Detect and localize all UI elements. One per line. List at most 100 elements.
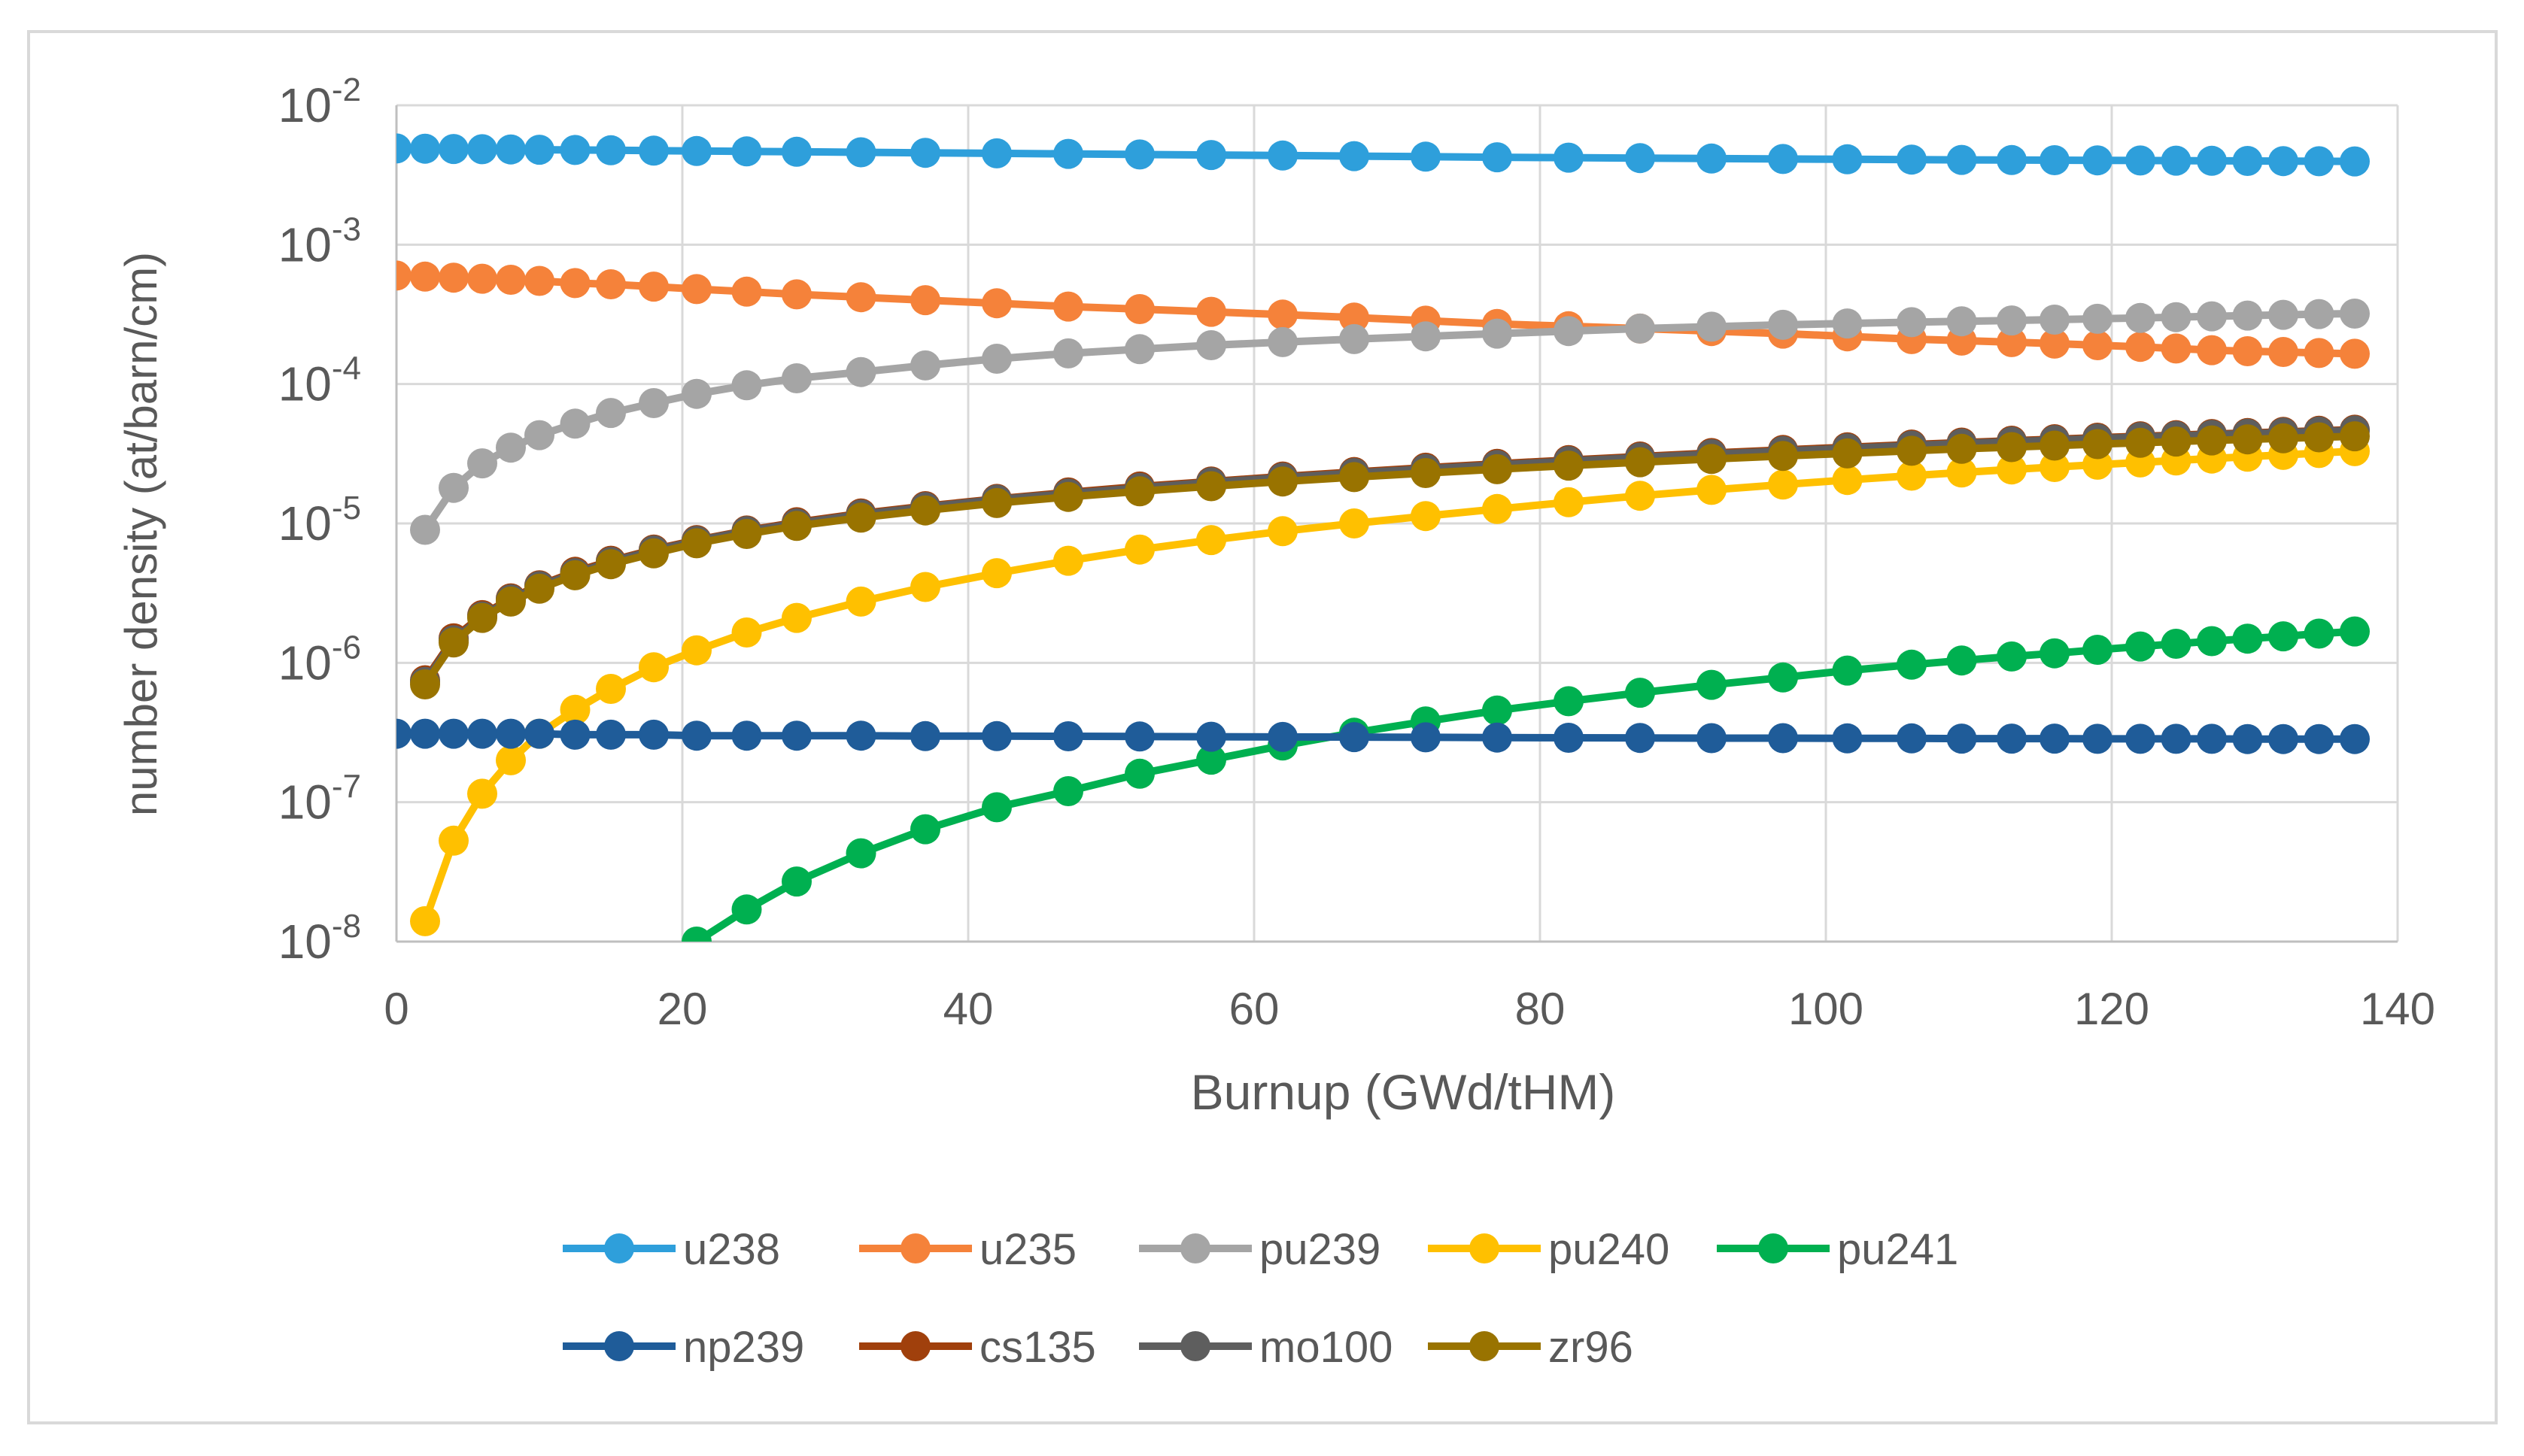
legend-swatch-marker [604,1233,634,1263]
y-tick-base: 10 [278,217,332,271]
data-point [439,472,469,503]
data-point [1053,138,1083,169]
data-point [596,269,626,299]
data-point [1832,655,1863,686]
data-point [1768,144,1798,174]
data-point [560,408,591,439]
y-tick-label: 10-6 [278,629,361,690]
data-point [439,718,469,749]
data-point [410,133,440,164]
legend-swatch-marker [1469,1233,1499,1263]
data-point [1554,487,1584,517]
data-point [982,487,1012,518]
data-point [1554,450,1584,481]
data-point [910,350,940,381]
data-point [596,674,626,704]
data-point [496,718,526,749]
data-point [2268,621,2298,652]
data-point [2161,145,2191,176]
y-tick-exponent: -5 [332,490,361,526]
data-point [2161,302,2191,332]
data-point [2161,629,2191,659]
x-tick-label: 140 [2360,984,2435,1034]
x-tick-label: 120 [2074,984,2149,1034]
data-point [1997,723,2027,754]
data-point [1625,447,1655,478]
data-point [1997,305,2027,336]
data-point [2232,300,2263,331]
data-point [560,268,591,299]
data-point [1196,140,1226,171]
data-point [731,894,762,925]
data-point [1411,321,1441,352]
y-tick-base: 10 [278,496,332,551]
data-point [1125,476,1155,507]
y-tick-exponent: -2 [332,71,361,108]
data-point [982,288,1012,319]
y-tick-base: 10 [278,635,332,690]
data-point [846,586,876,617]
data-point [2268,423,2298,453]
data-point [496,134,526,165]
data-point [2268,146,2298,177]
data-point [682,135,712,166]
data-point [982,138,1012,168]
data-point [1832,144,1863,174]
data-point [596,719,626,750]
data-point [524,265,554,296]
data-point [2125,631,2155,662]
data-point [1053,481,1083,512]
data-point [910,572,940,602]
data-point [731,519,762,549]
data-point [2125,723,2155,754]
legend-item-pu240: pu240 [1428,1225,1669,1274]
data-point [467,134,497,165]
data-point [910,814,940,845]
data-point [910,720,940,751]
data-point [1768,441,1798,472]
data-point [1946,144,1977,175]
data-point [1268,516,1298,547]
data-point [1482,142,1512,173]
data-point [2040,328,2070,359]
data-point [1268,466,1298,497]
data-point [439,627,469,658]
data-point [846,502,876,533]
data-point [1125,721,1155,752]
data-point [439,134,469,165]
data-point [1196,721,1226,752]
y-tick-label: 10-8 [278,908,361,969]
x-tick-label: 20 [658,984,708,1034]
x-tick-label: 60 [1229,984,1280,1034]
data-point [1053,721,1083,751]
data-point [639,719,669,750]
data-point [596,398,626,429]
data-point [682,528,712,559]
series-np239 [396,718,2370,754]
y-tick-exponent: -7 [332,769,361,805]
data-point [1411,141,1441,172]
data-point [731,720,762,751]
data-point [731,370,762,401]
data-point [1997,326,2027,357]
data-point [731,136,762,167]
data-point [782,363,812,393]
data-point [846,838,876,869]
data-point [846,282,876,313]
legend-label: np239 [683,1323,804,1372]
data-point [496,586,526,617]
data-point [1946,433,1977,464]
legend-label: zr96 [1548,1323,1633,1372]
data-point [2040,145,2070,175]
data-point [1946,645,1977,676]
y-tick-exponent: -6 [332,629,361,666]
data-point [1053,291,1083,322]
data-point [1897,307,1927,338]
y-tick-label: 10-5 [278,490,361,551]
data-point [1696,311,1727,342]
data-point [410,718,440,749]
legend: u238 u235 pu239 pu240 pu241 np239 cs135 mo100 zr… [563,1225,1958,1372]
data-point [1768,469,1798,500]
y-tick-base: 10 [278,775,332,830]
data-point [524,420,554,450]
